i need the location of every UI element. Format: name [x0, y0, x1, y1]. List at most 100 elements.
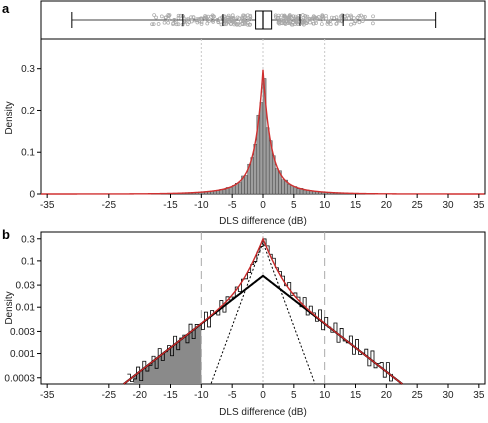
outlier-point [313, 16, 318, 21]
outlier-point [293, 18, 298, 23]
outlier-point [314, 17, 319, 21]
x-tick-label: 0 [260, 390, 266, 401]
total-fit-curve [123, 237, 403, 385]
outlier-point [328, 19, 332, 23]
histogram-bar [250, 157, 254, 195]
panel-b-label: b [2, 227, 10, 242]
outlier-point [345, 13, 350, 18]
histogram-bar [302, 189, 307, 195]
histogram-bar [290, 185, 295, 195]
y-tick-label: 0.1 [21, 256, 35, 267]
x-tick-label: 25 [412, 200, 424, 211]
y-tick-label: 0.3 [21, 64, 35, 75]
outlier-point [237, 23, 242, 27]
panel-b-x-axis-label: DLS difference (dB) [219, 407, 307, 418]
outlier-point [229, 16, 234, 21]
outlier-point [303, 14, 308, 18]
panel-a-label: a [2, 1, 10, 16]
outlier-point [152, 13, 156, 17]
outlier-point [210, 18, 215, 22]
x-tick-label: 15 [350, 200, 362, 211]
outlier-point [294, 16, 299, 21]
outlier-point [216, 20, 221, 25]
outlier-point [191, 15, 196, 20]
outlier-point [237, 16, 241, 21]
outlier-point [176, 22, 181, 27]
outlier-point [229, 21, 233, 26]
outlier-point [273, 13, 278, 18]
outlier-point [334, 15, 339, 20]
x-tick-label: 35 [473, 200, 485, 211]
outlier-point [164, 15, 168, 20]
outlier-point [245, 22, 250, 27]
log-density-plot [123, 232, 403, 385]
y-tick-label: 0.2 [21, 106, 35, 117]
outlier-point [211, 14, 216, 19]
histogram-bar [275, 168, 279, 195]
panel-a-x-ticks: -35 -25 -15 -10 -5 0 5 10 15 20 25 30 35 [40, 194, 485, 211]
outlier-point [357, 20, 362, 25]
outlier-point [329, 15, 334, 20]
histogram-bar [296, 188, 301, 195]
outlier-point [361, 15, 366, 20]
histogram-bar [259, 102, 264, 195]
outlier-point [328, 22, 333, 27]
outlier-point [173, 20, 178, 24]
x-tick-label: -35 [40, 390, 55, 401]
panel-b-x-ticks: -35 -25 -20 -15 -10 -5 0 5 10 15 20 25 30 35 [40, 384, 485, 401]
outlier-point [156, 22, 161, 26]
outlier-point [248, 17, 253, 22]
y-tick-label: 0 [29, 190, 35, 201]
outlier-point [289, 15, 294, 19]
outlier-point [312, 21, 316, 26]
outlier-point [181, 16, 186, 20]
x-tick-label: -5 [228, 200, 237, 211]
x-tick-label: 5 [291, 390, 297, 401]
outlier-point [245, 13, 250, 18]
x-tick-label: -35 [40, 200, 55, 211]
outlier-point [360, 19, 365, 23]
panel-a-y-axis-label: Density [4, 101, 15, 134]
outlier-point [371, 14, 375, 19]
x-tick-label: 15 [350, 390, 362, 401]
outlier-point [305, 14, 310, 19]
outlier-point [281, 18, 285, 23]
histogram-bar [228, 187, 233, 195]
outlier-point [349, 22, 353, 27]
outlier-point [226, 13, 231, 18]
x-tick-label: 10 [319, 390, 331, 401]
outlier-point [363, 14, 367, 19]
outlier-point [283, 14, 287, 19]
x-tick-label: -25 [102, 200, 117, 211]
outlier-point [185, 22, 190, 27]
outlier-point [171, 22, 175, 27]
x-tick-label: 35 [473, 390, 485, 401]
outlier-point [163, 15, 168, 20]
outlier-point [197, 19, 202, 24]
y-tick-label: 0.03 [16, 281, 36, 292]
y-tick-label: 0.1 [21, 148, 35, 159]
outlier-point [226, 15, 230, 20]
x-tick-label: -15 [163, 200, 178, 211]
x-tick-label: -20 [132, 390, 147, 401]
outlier-point [189, 19, 194, 24]
outlier-point [277, 18, 282, 23]
histogram-bar [287, 184, 291, 195]
x-tick-label: -15 [163, 390, 178, 401]
outlier-point [150, 22, 154, 27]
y-tick-label: 0.001 [10, 349, 35, 360]
outlier-point [186, 17, 191, 22]
outlier-point [319, 17, 324, 22]
outlier-point [248, 15, 253, 20]
outlier-point [224, 19, 229, 24]
x-tick-label: -10 [194, 390, 209, 401]
panel-b-reference-lines [200, 232, 326, 384]
outlier-point [189, 15, 193, 20]
x-tick-label: 0 [260, 200, 266, 211]
panel-a-x-axis-label: DLS difference (dB) [219, 216, 307, 227]
outlier-point [283, 22, 288, 26]
outlier-point [203, 16, 208, 20]
outlier-point [335, 18, 340, 23]
panel-b-y-axis-label: Density [4, 291, 15, 324]
outlier-point [286, 19, 291, 24]
